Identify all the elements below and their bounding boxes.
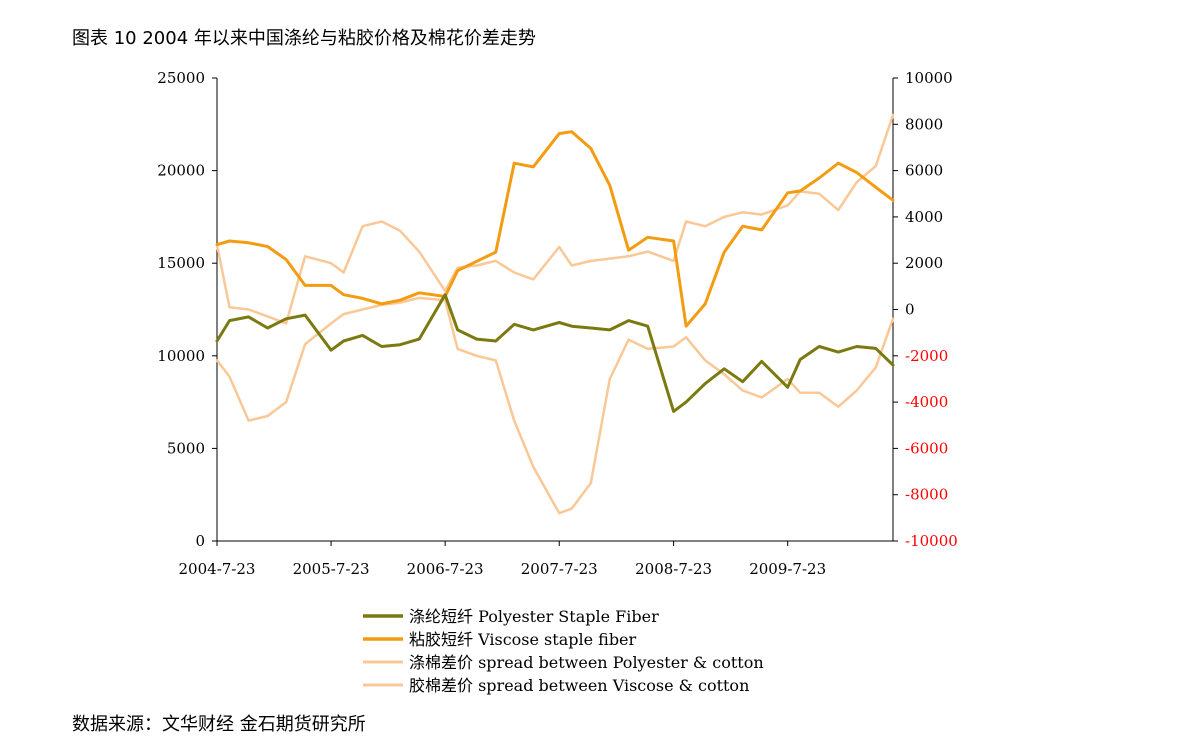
right-tick-label: -6000 (905, 439, 948, 457)
left-tick-label: 5000 (167, 439, 205, 457)
left-tick-label: 0 (195, 532, 205, 550)
series-line-3 (215, 296, 895, 515)
x-tick-label: 2009-7-23 (749, 560, 826, 578)
source-note: 数据来源：文华财经 金石期货研究所 (72, 714, 366, 735)
right-tick-label: 2000 (905, 254, 943, 272)
legend-label-2: 粘胶短纤 Viscose staple fiber (409, 630, 637, 649)
left-tick-label: 20000 (157, 162, 205, 180)
legend-label-3: 涤棉差价 spread between Polyester & cotton (409, 653, 764, 672)
x-tick-label: 2004-7-23 (179, 560, 256, 578)
right-tick-label: -10000 (905, 532, 958, 550)
series-line-4 (215, 113, 895, 325)
left-tick-label: 25000 (157, 69, 205, 87)
left-tick-label: 10000 (157, 347, 205, 365)
x-tick-label: 2008-7-23 (635, 560, 712, 578)
chart-title: 图表 10 2004 年以来中国涤纶与粘胶价格及棉花价差走势 (72, 28, 536, 49)
right-tick-label: 8000 (905, 115, 943, 133)
right-tick-label: 6000 (905, 162, 943, 180)
right-tick-label: -8000 (905, 486, 948, 504)
legend-label-1: 涤纶短纤 Polyester Staple Fiber (409, 607, 659, 626)
legend-label-4: 胶棉差价 spread between Viscose & cotton (409, 676, 749, 695)
right-tick-label: -2000 (905, 347, 948, 365)
right-tick-label: 4000 (905, 208, 943, 226)
series-line-2 (215, 130, 895, 328)
x-tick-label: 2007-7-23 (521, 560, 598, 578)
left-tick-label: 15000 (157, 254, 205, 272)
chart-svg: 0500010000150002000025000-10000-8000-600… (157, 69, 958, 695)
series-line-1 (215, 293, 895, 413)
right-tick-label: -4000 (905, 393, 948, 411)
right-tick-label: 10000 (905, 69, 953, 87)
x-tick-label: 2006-7-23 (407, 560, 484, 578)
right-tick-label: 0 (905, 301, 915, 319)
x-tick-label: 2005-7-23 (293, 560, 370, 578)
